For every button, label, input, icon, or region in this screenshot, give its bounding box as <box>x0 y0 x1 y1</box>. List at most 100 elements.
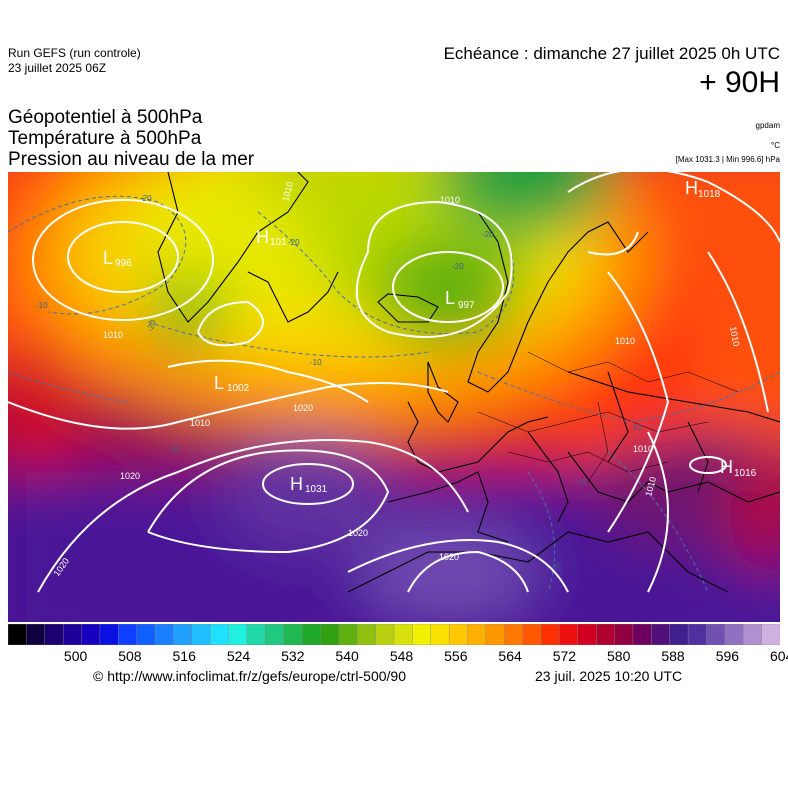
colorbar-cell <box>485 624 505 645</box>
isotherm-label: -10 <box>630 423 642 432</box>
center-value: 1018 <box>698 189 721 200</box>
colorbar-cell <box>504 624 524 645</box>
pressure-max-min: [Max 1031.3 | Min 996.6] hPa <box>675 155 780 164</box>
isotherms <box>8 195 780 593</box>
run-title: Run GEFS (run controle) <box>8 46 141 60</box>
source-credit: © http://www.infoclimat.fr/z/gefs/europe… <box>93 668 407 684</box>
isotherm-label: -10 <box>551 558 563 572</box>
colorbar-cell <box>651 624 671 645</box>
isotherm-label: -20 <box>145 318 158 332</box>
center-letter: H <box>685 178 698 198</box>
isotherm-label: -10 <box>36 301 48 310</box>
colorbar-cell <box>375 624 395 645</box>
isotherm-labels: -20 -20 -20 -20 -20 -10 -10 -10 -10 -10 … <box>36 194 642 572</box>
colorbar-cell <box>448 624 468 645</box>
isotherm-label: -10 <box>575 478 587 487</box>
center-value: 996 <box>115 258 132 269</box>
colorbar-cell <box>357 624 377 645</box>
isobar-label: 1020 <box>439 552 459 562</box>
colorbar-cell <box>62 624 82 645</box>
isobar-label: 1020 <box>348 528 368 538</box>
center-letter: L <box>103 248 113 268</box>
colorbar-cell <box>706 624 726 645</box>
colorbar-cell <box>301 624 321 645</box>
coastlines <box>157 172 780 593</box>
colorbar-cell <box>81 624 101 645</box>
colorbar-cell <box>99 624 119 645</box>
forecast-lead-time: + 90H <box>699 66 780 99</box>
weather-map: L 996 H 101 L 997 H 1018 L 1002 H 1031 H… <box>8 172 780 622</box>
colorbar-tick-label: 524 <box>226 648 251 664</box>
isobar-label: 1010 <box>615 336 635 346</box>
colorbar-tick-label: 548 <box>389 648 414 664</box>
isobar-label: 1010 <box>190 418 210 428</box>
geopotential-shading <box>8 172 780 622</box>
colorbar-cell <box>430 624 450 645</box>
colorbar-tick-label: 516 <box>172 648 196 664</box>
colorbar-cell <box>632 624 652 645</box>
colorbar-cell <box>209 624 229 645</box>
isotherm-label: -20 <box>482 230 494 239</box>
colorbar-cell <box>412 624 432 645</box>
colorbar-tick-label: 604 <box>770 648 788 664</box>
colorbar-cell <box>761 624 780 645</box>
center-value: 1031 <box>305 484 328 495</box>
isobar-label: 1020 <box>120 471 140 481</box>
center-letter: H <box>290 474 303 494</box>
colorbar-tick-label: 580 <box>607 648 631 664</box>
isotherm-label: -10 <box>168 445 180 454</box>
colorbar-cell <box>559 624 579 645</box>
colorbar-tick-label: 564 <box>498 648 522 664</box>
center-letter: L <box>214 373 224 393</box>
isotherm-label: -20 <box>288 238 300 247</box>
colorbar-cell <box>8 624 27 645</box>
borders <box>477 351 739 483</box>
colorbar-tick-label: 500 <box>63 648 88 664</box>
colorbar-tick-label: 508 <box>118 648 142 664</box>
colorbar-cell <box>577 624 597 645</box>
colorbar-cell <box>687 624 707 645</box>
colorbar-tick-label: 596 <box>715 648 740 664</box>
center-value: 1016 <box>734 468 757 479</box>
colorbar-cell <box>26 624 46 645</box>
parameter-geopotential: Géopotentiel à 500hPa <box>8 107 203 128</box>
center-letter: H <box>256 227 269 247</box>
colorbar <box>8 624 780 645</box>
colorbar-cell <box>320 624 340 645</box>
colorbar-cell <box>595 624 615 645</box>
parameter-pressure: Pression au niveau de la mer <box>8 149 255 170</box>
generation-time: 23 juil. 2025 10:20 UTC <box>535 668 683 684</box>
colorbar-cell <box>283 624 303 645</box>
colorbar-tick-labels: 500 508 516 524 532 540 548 556 564 572 … <box>8 648 788 666</box>
colorbar-cell <box>246 624 266 645</box>
parameter-temperature: Température à 500hPa <box>8 128 202 149</box>
colorbar-tick-label: 572 <box>552 648 577 664</box>
isotherm-label: -20 <box>452 262 464 271</box>
colorbar-cell <box>44 624 64 645</box>
colorbar-tick-label: 532 <box>281 648 305 664</box>
colorbar-cell <box>669 624 689 645</box>
pressure-centers: L 996 H 101 L 997 H 1018 L 1002 H 1031 H… <box>103 178 757 495</box>
colorbar-tick-label: 588 <box>661 648 685 664</box>
colorbar-cell <box>338 624 358 645</box>
run-date: 23 juillet 2025 06Z <box>8 61 107 75</box>
colorbar-cell <box>136 624 156 645</box>
center-value: 997 <box>458 300 475 311</box>
unit-temperature: °C <box>771 141 780 150</box>
center-letter: H <box>720 457 733 477</box>
isotherm-label: -10 <box>310 358 322 367</box>
isobar-label: 1010 <box>633 444 653 454</box>
unit-geopotential: gpdam <box>755 121 780 130</box>
center-value: 101 <box>270 237 287 248</box>
colorbar-cell <box>393 624 413 645</box>
colorbar-cell <box>118 624 138 645</box>
isobar-label: 1010 <box>103 330 123 340</box>
colorbar-cell <box>173 624 193 645</box>
colorbar-cell <box>724 624 744 645</box>
forecast-valid-time: Echéance : dimanche 27 juillet 2025 0h U… <box>443 44 780 63</box>
colorbar-cell <box>522 624 542 645</box>
center-letter: L <box>445 288 455 308</box>
colorbar-cell <box>540 624 560 645</box>
colorbar-cell <box>265 624 285 645</box>
isobar-label: 1020 <box>293 403 313 413</box>
